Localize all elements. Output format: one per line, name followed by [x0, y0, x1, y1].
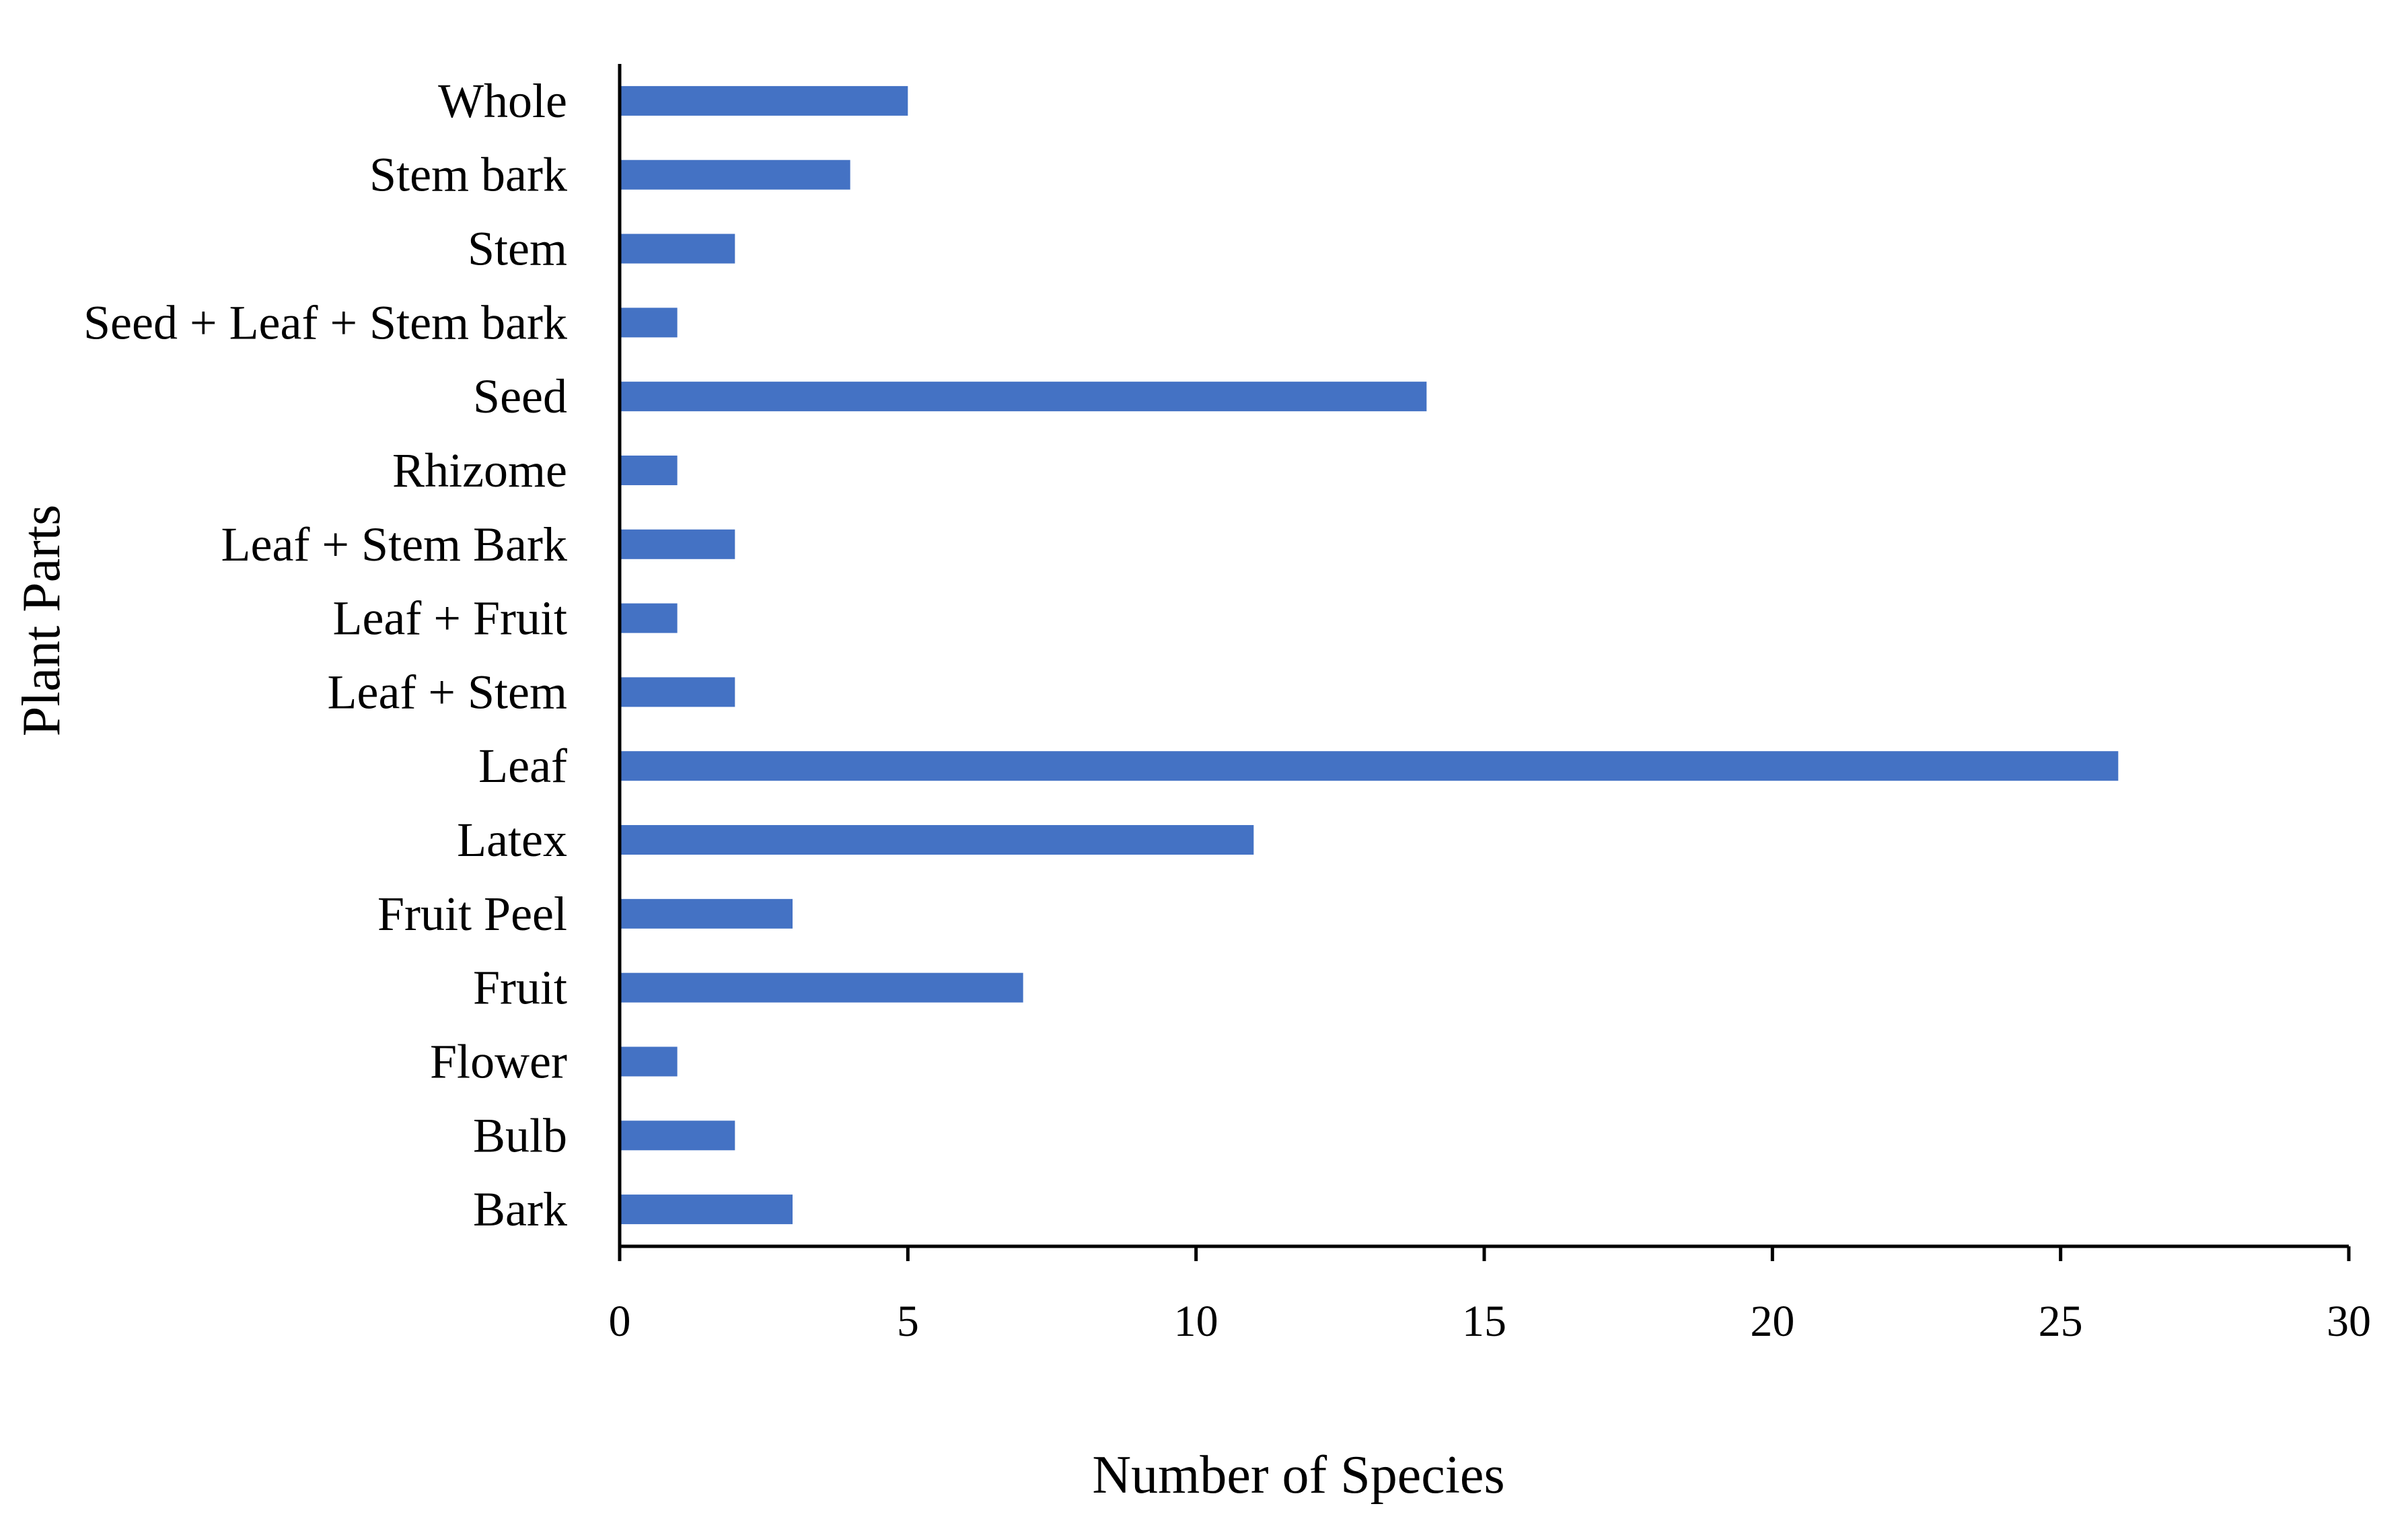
category-label: Fruit Peel: [377, 887, 567, 941]
x-tick-label: 15: [1462, 1297, 1506, 1346]
category-label: Leaf + Fruit: [332, 592, 567, 645]
x-tick-labels: 0 5 10 15 20 25 30: [609, 1297, 2372, 1346]
category-label: Seed + Leaf + Stem bark: [83, 295, 567, 349]
bar-stem-bark: [620, 159, 850, 190]
category-label: Bulb: [473, 1108, 567, 1162]
category-label: Fruit: [473, 961, 567, 1015]
category-label: Stem bark: [369, 148, 567, 202]
category-label: Whole: [438, 74, 567, 128]
category-label: Leaf + Stem Bark: [221, 518, 567, 571]
bar-latex: [620, 825, 1254, 855]
category-label: Seed: [473, 369, 567, 423]
category-label: Stem: [468, 222, 567, 276]
bar-leaf: [620, 751, 2119, 781]
bar-bark: [620, 1195, 793, 1225]
bar-fruit-peel: [620, 898, 793, 929]
x-axis-title: Number of Species: [1092, 1446, 1504, 1505]
category-label: Flower: [430, 1034, 567, 1088]
x-tick-label: 20: [1750, 1297, 1794, 1346]
bar-bulb: [620, 1120, 735, 1151]
x-tick-label: 30: [2327, 1297, 2371, 1346]
x-tick-label: 0: [609, 1297, 631, 1346]
bar-rhizome: [620, 455, 678, 485]
x-tick-label: 25: [2039, 1297, 2083, 1346]
category-labels: Whole Stem bark Stem Seed + Leaf + Stem bar…: [83, 74, 567, 1236]
bar-leaf-stem: [620, 677, 735, 707]
bar-flower: [620, 1046, 678, 1077]
bar-leaf-fruit: [620, 603, 678, 633]
category-label: Rhizome: [392, 443, 567, 497]
bar-seed: [620, 382, 1427, 412]
bar-stem: [620, 234, 735, 264]
category-label: Leaf + Stem: [328, 665, 567, 719]
category-label: Leaf: [478, 739, 567, 793]
x-ticks: [618, 1246, 2351, 1261]
x-tick-label: 5: [897, 1297, 919, 1346]
bar-seed-leaf-stem-bark: [620, 308, 678, 338]
bar-fruit: [620, 972, 1023, 1003]
bar-whole: [620, 85, 908, 116]
category-label: Latex: [457, 813, 567, 867]
bars-group: [620, 85, 2119, 1225]
x-tick-label: 10: [1174, 1297, 1218, 1346]
category-label: Bark: [473, 1182, 567, 1236]
bar-leaf-stem-bark: [620, 529, 735, 559]
y-axis-title: Plant Parts: [12, 505, 71, 736]
